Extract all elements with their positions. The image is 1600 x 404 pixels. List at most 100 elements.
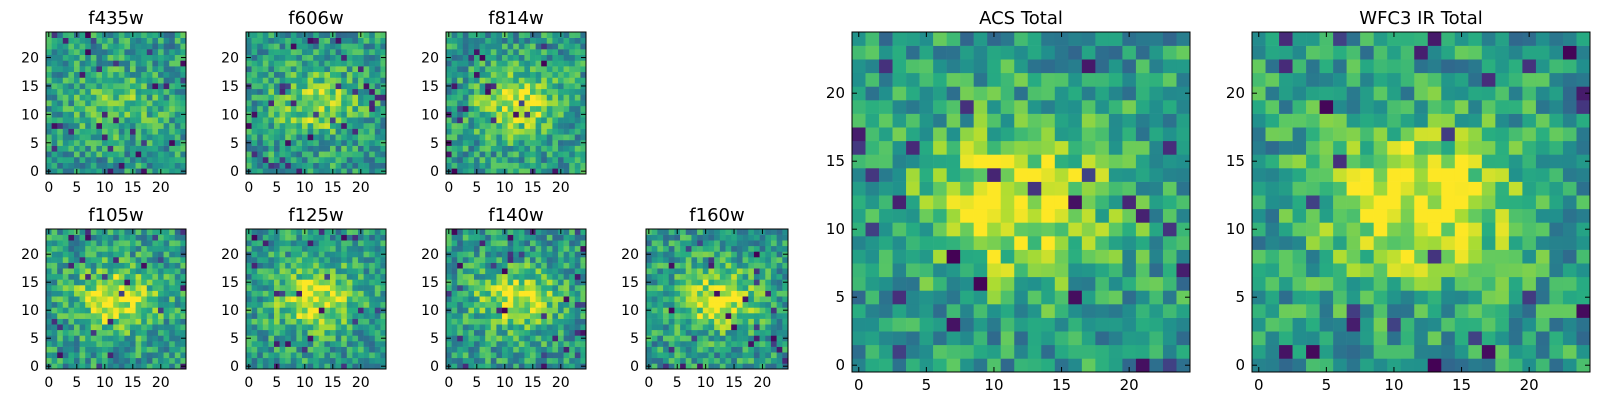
heatmap-cell [714, 251, 720, 257]
heatmap-cell [866, 277, 880, 291]
heatmap-cell [57, 129, 63, 135]
heatmap-cell [1109, 222, 1123, 236]
heatmap-cell [485, 347, 491, 353]
heatmap-cell [280, 100, 286, 106]
heatmap-cell [513, 140, 519, 146]
heatmap-cell [657, 257, 663, 263]
heatmap-cell [480, 279, 486, 285]
heatmap-cell [285, 313, 291, 319]
heatmap-cell [263, 330, 269, 336]
heatmap-cell [119, 251, 125, 257]
heatmap-cell [375, 235, 381, 241]
heatmap-cell [341, 168, 347, 174]
heatmap-cell [726, 363, 732, 369]
heatmap-cell [558, 257, 564, 263]
heatmap-cell [102, 140, 108, 146]
heatmap-cell [141, 49, 147, 55]
heatmap-cell [152, 307, 158, 313]
heatmap-cell [280, 240, 286, 246]
heatmap-cell [748, 268, 754, 274]
heatmap-cell [519, 134, 525, 140]
heatmap-cell [246, 163, 252, 169]
heatmap-cell [119, 257, 125, 263]
heatmap-cell [46, 146, 52, 152]
heatmap-cell [652, 257, 658, 263]
heatmap-cell [347, 129, 353, 135]
heatmap-cell [308, 77, 314, 83]
heatmap-cell [1041, 345, 1055, 359]
heatmap-cell [452, 352, 458, 358]
heatmap-cell [731, 274, 737, 280]
heatmap-cell [252, 43, 258, 49]
heatmap-cell [68, 251, 74, 257]
heatmap-cell [57, 151, 63, 157]
heatmap-cell [91, 330, 97, 336]
heatmap-cell [564, 55, 570, 61]
heatmap-cell [748, 302, 754, 308]
heatmap-cell [119, 77, 125, 83]
heatmap-cell [369, 291, 375, 297]
heatmap-cell [674, 302, 680, 308]
x-tick-label: 15 [524, 375, 542, 391]
heatmap-cell [564, 146, 570, 152]
heatmap-cell [308, 100, 314, 106]
heatmap-cell [341, 117, 347, 123]
heatmap-cell [147, 134, 153, 140]
heatmap-cell [274, 335, 280, 341]
heatmap-cell [257, 324, 263, 330]
heatmap-cell [57, 83, 63, 89]
heatmap-cell [96, 274, 102, 280]
heatmap-cell [175, 257, 181, 263]
heatmap-cell [474, 330, 480, 336]
heatmap-cell [1001, 263, 1015, 277]
heatmap-cell [480, 129, 486, 135]
heatmap-cell [164, 302, 170, 308]
heatmap-cell [686, 246, 692, 252]
heatmap-cell [169, 274, 175, 280]
heatmap-cell [291, 257, 297, 263]
heatmap-cell [108, 151, 114, 157]
heatmap-cell [63, 89, 69, 95]
heatmap-cell [280, 117, 286, 123]
heatmap-cell [119, 268, 125, 274]
heatmap-cell [158, 94, 164, 100]
heatmap-cell [748, 263, 754, 269]
heatmap-cell [330, 302, 336, 308]
heatmap-cell [280, 358, 286, 364]
heatmap-cell [152, 341, 158, 347]
heatmap-cell [674, 313, 680, 319]
heatmap-cell [158, 43, 164, 49]
heatmap-cell [102, 43, 108, 49]
heatmap-cell [536, 94, 542, 100]
heatmap-cell [452, 324, 458, 330]
heatmap-cell [720, 319, 726, 325]
heatmap-cell [933, 195, 947, 209]
x-tick-label: 0 [44, 375, 53, 391]
heatmap-cell [246, 235, 252, 241]
heatmap-cell [646, 268, 652, 274]
heatmap-cell [175, 72, 181, 78]
heatmap-cell [558, 302, 564, 308]
heatmap-cell [1136, 222, 1150, 236]
heatmap-cell [330, 319, 336, 325]
heatmap-cell [252, 358, 258, 364]
heatmap-cell [347, 263, 353, 269]
heatmap-cell [1041, 290, 1055, 304]
heatmap-cell [57, 291, 63, 297]
heatmap-cell [680, 279, 686, 285]
heatmap-cell [1068, 290, 1082, 304]
heatmap-cell [152, 123, 158, 129]
heatmap-cell [257, 106, 263, 112]
heatmap-cell [513, 72, 519, 78]
heatmap-cell [96, 129, 102, 135]
heatmap-cell [136, 140, 142, 146]
heatmap-cell [274, 129, 280, 135]
heatmap-cell [519, 341, 525, 347]
heatmap-cell [96, 335, 102, 341]
heatmap-cell [502, 324, 508, 330]
heatmap-cell [46, 163, 52, 169]
heatmap-cell [686, 341, 692, 347]
heatmap-cell [108, 235, 114, 241]
heatmap-cell [893, 195, 907, 209]
